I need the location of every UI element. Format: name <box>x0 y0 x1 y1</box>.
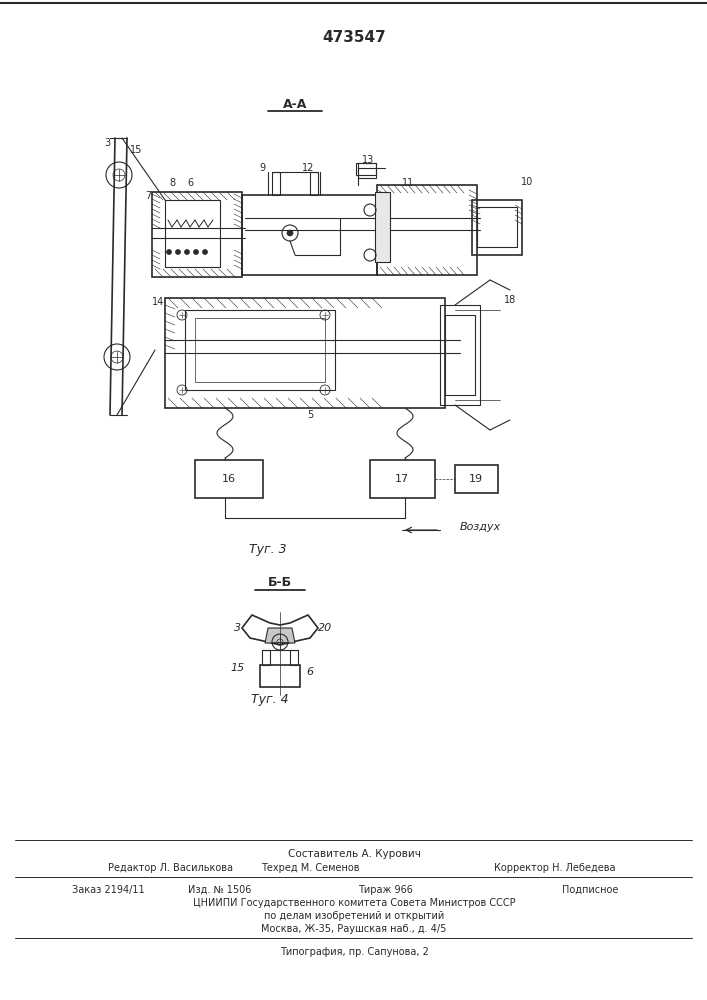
Bar <box>185 310 335 390</box>
Bar <box>472 200 522 255</box>
Text: Москва, Ж-35, Раушская наб., д. 4/5: Москва, Ж-35, Раушская наб., д. 4/5 <box>262 924 447 934</box>
Circle shape <box>167 249 172 254</box>
Bar <box>440 305 480 405</box>
Circle shape <box>175 249 180 254</box>
Bar <box>242 195 377 275</box>
Text: Изд. № 1506: Изд. № 1506 <box>188 885 252 895</box>
Circle shape <box>194 249 199 254</box>
Text: 19: 19 <box>469 474 483 484</box>
Bar <box>375 192 390 262</box>
Bar <box>310 172 318 195</box>
Text: 14: 14 <box>152 297 164 307</box>
Circle shape <box>185 249 189 254</box>
Text: Типография, пр. Сапунова, 2: Типография, пр. Сапунова, 2 <box>279 947 428 957</box>
Text: Б-Б: Б-Б <box>268 576 292 589</box>
Text: Корректор Н. Лебедева: Корректор Н. Лебедева <box>494 863 616 873</box>
Bar <box>165 200 220 267</box>
Text: Τуг. 4: Τуг. 4 <box>251 694 289 706</box>
Text: 6: 6 <box>306 667 314 677</box>
Bar <box>290 650 298 665</box>
Text: 16: 16 <box>222 474 236 484</box>
Bar <box>477 207 517 247</box>
Text: ЦНИИПИ Государственного комитета Совета Министров СССР: ЦНИИПИ Государственного комитета Совета … <box>193 898 515 908</box>
Bar <box>358 163 376 178</box>
Text: 7: 7 <box>145 191 151 201</box>
Text: Редактор Л. Василькова: Редактор Л. Василькова <box>108 863 233 873</box>
Text: 473547: 473547 <box>322 30 386 45</box>
Bar <box>152 192 242 277</box>
Bar <box>165 298 445 408</box>
Text: 17: 17 <box>395 474 409 484</box>
Text: по делам изобретений и открытий: по делам изобретений и открытий <box>264 911 444 921</box>
Text: A-A: A-A <box>283 99 307 111</box>
Text: 13: 13 <box>362 155 374 165</box>
Text: 5: 5 <box>307 410 313 420</box>
Circle shape <box>287 230 293 236</box>
Text: Составитель А. Курович: Составитель А. Курович <box>288 849 421 859</box>
Bar <box>356 163 376 175</box>
Circle shape <box>202 249 207 254</box>
Text: 3: 3 <box>235 623 242 633</box>
Text: 3: 3 <box>104 138 110 148</box>
Text: 8: 8 <box>169 178 175 188</box>
Text: Воздух: Воздух <box>460 522 501 532</box>
Text: 6: 6 <box>187 178 193 188</box>
Bar <box>262 650 270 665</box>
Bar <box>195 318 325 382</box>
Text: 12: 12 <box>302 163 314 173</box>
Bar <box>445 315 475 395</box>
Bar <box>260 665 300 687</box>
Bar <box>370 460 435 498</box>
Text: Подписное: Подписное <box>562 885 618 895</box>
Text: 9: 9 <box>259 163 265 173</box>
Bar <box>195 460 263 498</box>
Text: 10: 10 <box>521 177 533 187</box>
Text: 20: 20 <box>318 623 332 633</box>
Text: 15: 15 <box>130 145 142 155</box>
Text: Тираж 966: Тираж 966 <box>358 885 412 895</box>
Polygon shape <box>265 628 295 643</box>
Text: Τуг. 3: Τуг. 3 <box>249 544 287 556</box>
Text: 11: 11 <box>402 178 414 188</box>
Text: Техред М. Семенов: Техред М. Семенов <box>261 863 359 873</box>
Bar <box>455 465 498 493</box>
Bar <box>272 172 280 195</box>
Bar <box>377 185 477 275</box>
Text: 15: 15 <box>231 663 245 673</box>
Text: Заказ 2194/11: Заказ 2194/11 <box>72 885 145 895</box>
Text: 18: 18 <box>504 295 516 305</box>
